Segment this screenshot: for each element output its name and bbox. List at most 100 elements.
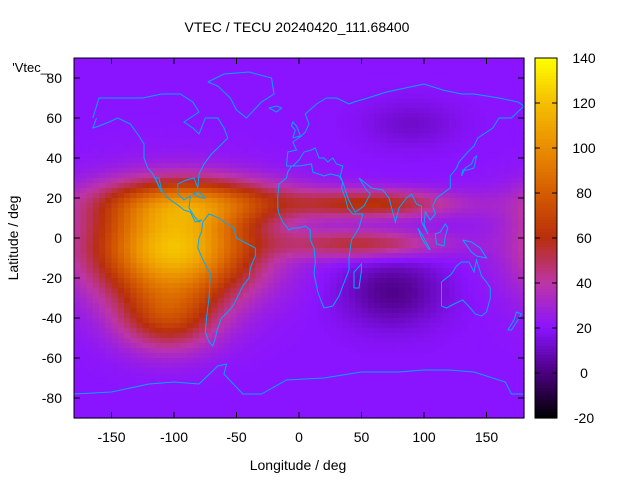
tec-cell bbox=[461, 323, 469, 329]
tec-cell bbox=[205, 228, 213, 234]
tec-cell bbox=[224, 333, 231, 339]
tec-cell bbox=[442, 388, 450, 394]
tec-cell bbox=[461, 88, 469, 94]
tec-cell bbox=[224, 228, 231, 234]
tec-cell bbox=[211, 78, 219, 84]
tec-cell bbox=[205, 248, 213, 254]
tec-cell bbox=[149, 353, 156, 359]
tec-cell bbox=[311, 218, 319, 224]
tec-cell bbox=[324, 303, 331, 309]
tec-cell bbox=[80, 243, 88, 249]
tec-cell bbox=[499, 338, 506, 344]
tec-cell bbox=[267, 143, 275, 149]
tec-cell bbox=[286, 373, 294, 379]
tec-cell bbox=[505, 313, 513, 319]
tec-cell bbox=[242, 388, 250, 394]
tec-cell bbox=[436, 93, 444, 99]
tec-cell bbox=[349, 143, 356, 149]
tec-cell bbox=[305, 208, 313, 214]
tec-cell bbox=[205, 233, 213, 239]
tec-cell bbox=[349, 228, 356, 234]
tec-cell bbox=[349, 353, 356, 359]
tec-cell bbox=[236, 258, 244, 264]
tec-cell bbox=[367, 168, 375, 174]
tec-cell bbox=[105, 363, 113, 369]
tec-cell bbox=[342, 353, 350, 359]
tec-cell bbox=[367, 98, 375, 104]
tec-cell bbox=[155, 383, 163, 389]
tec-cell bbox=[92, 88, 100, 94]
tec-cell bbox=[111, 268, 119, 274]
tec-cell bbox=[455, 263, 463, 269]
tec-cell bbox=[311, 138, 319, 144]
tec-cell bbox=[386, 338, 394, 344]
tec-cell bbox=[474, 158, 481, 164]
tec-cell bbox=[249, 283, 256, 289]
tec-cell bbox=[486, 218, 494, 224]
tec-cell bbox=[405, 388, 413, 394]
tec-cell bbox=[361, 243, 369, 249]
tec-cell bbox=[436, 313, 444, 319]
tec-cell bbox=[424, 173, 431, 179]
tec-cell bbox=[442, 253, 450, 259]
tec-cell bbox=[461, 263, 469, 269]
tec-cell bbox=[430, 83, 438, 89]
tec-cell bbox=[380, 113, 388, 119]
tec-cell bbox=[230, 348, 238, 354]
tec-cell bbox=[255, 273, 263, 279]
tec-cell bbox=[261, 143, 269, 149]
tec-cell bbox=[217, 343, 225, 349]
tec-cell bbox=[249, 143, 256, 149]
tec-cell bbox=[330, 128, 338, 134]
tec-cell bbox=[111, 248, 119, 254]
tec-cell bbox=[99, 193, 106, 199]
tec-cell bbox=[267, 128, 275, 134]
tec-cell bbox=[455, 333, 463, 339]
tec-cell bbox=[467, 393, 475, 399]
tec-cell bbox=[355, 353, 363, 359]
tec-cell bbox=[442, 73, 450, 79]
tec-cell bbox=[230, 353, 238, 359]
tec-cell bbox=[80, 293, 88, 299]
tec-cell bbox=[255, 193, 263, 199]
tec-cell bbox=[324, 383, 331, 389]
tec-cell bbox=[392, 253, 400, 259]
tec-cell bbox=[317, 218, 325, 224]
tec-cell bbox=[461, 228, 469, 234]
tec-cell bbox=[499, 123, 506, 129]
tec-cell bbox=[267, 158, 275, 164]
tec-cell bbox=[305, 58, 313, 64]
tec-cell bbox=[442, 248, 450, 254]
tec-cell bbox=[142, 163, 150, 169]
tec-cell bbox=[499, 133, 506, 139]
tec-cell bbox=[249, 318, 256, 324]
tec-cell bbox=[149, 63, 156, 69]
tec-cell bbox=[499, 293, 506, 299]
tec-cell bbox=[136, 368, 144, 374]
tec-cell bbox=[117, 228, 125, 234]
tec-cell bbox=[492, 143, 500, 149]
tec-cell bbox=[474, 308, 481, 314]
tec-cell bbox=[192, 258, 200, 264]
tec-cell bbox=[155, 388, 163, 394]
tec-cell bbox=[249, 403, 256, 409]
tec-cell bbox=[430, 198, 438, 204]
tec-cell bbox=[380, 273, 388, 279]
tec-cell bbox=[330, 303, 338, 309]
tec-cell bbox=[492, 233, 500, 239]
tec-cell bbox=[417, 143, 425, 149]
tec-cell bbox=[392, 153, 400, 159]
tec-cell bbox=[486, 198, 494, 204]
chart-title: VTEC / TECU 20240420_111.68400 bbox=[185, 19, 410, 35]
tec-cell bbox=[517, 108, 525, 114]
tec-cell bbox=[161, 298, 169, 304]
tec-cell bbox=[386, 258, 394, 264]
tec-cell bbox=[367, 208, 375, 214]
tec-cell bbox=[99, 308, 106, 314]
tec-cell bbox=[399, 103, 406, 109]
tec-cell bbox=[455, 168, 463, 174]
tec-cell bbox=[99, 188, 106, 194]
tec-cell bbox=[99, 318, 106, 324]
tec-cell bbox=[261, 158, 269, 164]
tec-cell bbox=[367, 218, 375, 224]
